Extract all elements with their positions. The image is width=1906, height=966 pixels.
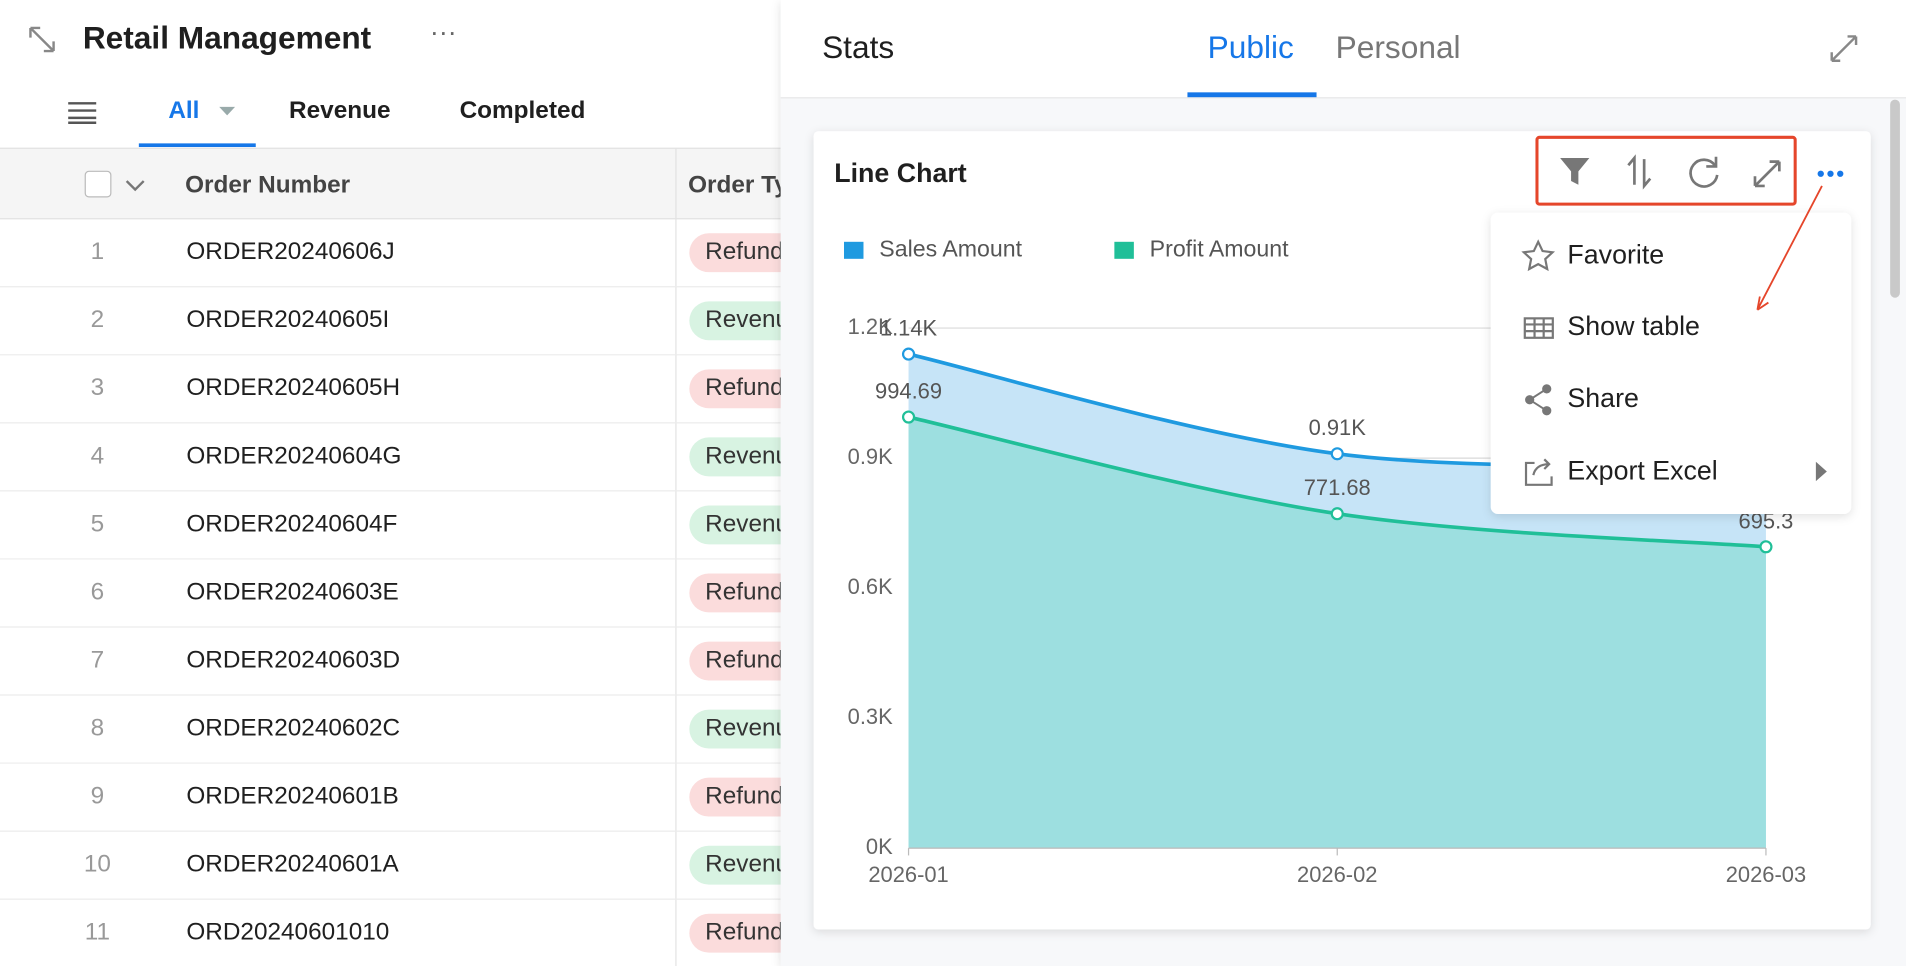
y-tick-label: 0.6K bbox=[848, 574, 893, 599]
more-icon[interactable]: ··· bbox=[430, 17, 457, 47]
menu-item[interactable]: Favorite bbox=[1567, 239, 1664, 269]
point bbox=[901, 347, 916, 361]
order-number: ORDER20240604G bbox=[186, 442, 401, 469]
submenu-arrow bbox=[1815, 461, 1827, 482]
legend-label: Profit Amount bbox=[1150, 235, 1289, 261]
app-title: Retail Management bbox=[83, 19, 372, 55]
order-type: Refund bbox=[705, 783, 783, 810]
data-label: 1.14K bbox=[880, 316, 938, 341]
menu-item[interactable]: Show table bbox=[1567, 311, 1700, 341]
row-number: 10 bbox=[84, 851, 111, 878]
y-tick-label: 0.9K bbox=[848, 444, 893, 469]
point bbox=[1330, 507, 1344, 521]
order-type: Refund bbox=[705, 646, 783, 673]
order-number: ORDER20240603E bbox=[186, 578, 398, 605]
select-menu[interactable] bbox=[125, 180, 145, 192]
row-number: 7 bbox=[91, 646, 105, 673]
fullscreen-icon[interactable] bbox=[1830, 35, 1858, 62]
panel-title: Stats bbox=[822, 29, 894, 65]
annotation-arrow bbox=[1756, 185, 1823, 311]
y-tick-label: 1.2K bbox=[848, 314, 893, 339]
row-number: 8 bbox=[91, 714, 105, 741]
point bbox=[901, 410, 916, 424]
order-number: ORD20240601010 bbox=[186, 919, 389, 946]
active-underline bbox=[138, 143, 256, 148]
table-icon bbox=[1523, 317, 1554, 339]
share-icon bbox=[1525, 384, 1552, 416]
legend-swatch bbox=[843, 241, 864, 259]
panel-tab[interactable]: Public bbox=[1208, 29, 1294, 65]
row-number: 9 bbox=[91, 783, 105, 810]
expand-icon[interactable] bbox=[1753, 160, 1781, 188]
collapse-icon[interactable] bbox=[29, 26, 55, 53]
data-label: 994.69 bbox=[875, 379, 942, 404]
highlight-box bbox=[1535, 135, 1797, 206]
y-tick-label: 0.3K bbox=[848, 704, 893, 729]
export-icon bbox=[1524, 458, 1553, 486]
data-label: 771.68 bbox=[1304, 475, 1371, 500]
row-number: 1 bbox=[91, 238, 105, 265]
row-number: 3 bbox=[91, 374, 105, 401]
scrollbar[interactable] bbox=[1890, 99, 1900, 298]
y-tick-label: 0K bbox=[866, 834, 893, 859]
order-number: ORDER20240605I bbox=[186, 306, 389, 333]
active-underline bbox=[1187, 92, 1317, 98]
menu-item[interactable]: Share bbox=[1567, 383, 1638, 413]
point bbox=[1759, 540, 1773, 554]
view-tab[interactable]: Completed bbox=[460, 97, 586, 124]
menu-item[interactable]: Export Excel bbox=[1567, 456, 1717, 486]
x-tick-label: 2026-02 bbox=[1297, 862, 1377, 887]
legend-swatch bbox=[1114, 241, 1134, 259]
point bbox=[1330, 447, 1344, 461]
filter-icon[interactable] bbox=[1560, 157, 1590, 185]
row-number: 11 bbox=[85, 919, 110, 946]
row-number: 5 bbox=[91, 510, 105, 537]
order-number: ORDER20240601B bbox=[186, 783, 398, 810]
data-label: 0.91K bbox=[1309, 415, 1367, 440]
star-icon bbox=[1521, 239, 1556, 272]
more-menu: Favorite Show table Share Export Excel bbox=[1490, 212, 1852, 514]
row-number: 4 bbox=[91, 442, 105, 469]
sort-icon[interactable] bbox=[1627, 154, 1652, 190]
order-number: ORDER20240602C bbox=[186, 714, 400, 741]
row-number: 6 bbox=[91, 578, 105, 605]
view-tab[interactable]: Revenue bbox=[289, 97, 390, 124]
select-all-checkbox[interactable] bbox=[84, 170, 112, 198]
order-number: ORDER20240604F bbox=[186, 510, 397, 537]
chart-title: Line Chart bbox=[834, 158, 967, 188]
dropdown-arrow[interactable] bbox=[219, 106, 236, 116]
order-number: ORDER20240603D bbox=[186, 646, 400, 673]
order-number: ORDER20240605H bbox=[186, 374, 400, 401]
order-type: Refund bbox=[705, 238, 783, 265]
view-tab[interactable]: All bbox=[168, 97, 199, 124]
refresh-icon[interactable] bbox=[1689, 156, 1719, 188]
more-button[interactable] bbox=[1817, 170, 1844, 177]
order-number: ORDER20240606J bbox=[186, 238, 394, 265]
panel-tab[interactable]: Personal bbox=[1336, 29, 1461, 65]
row-number: 2 bbox=[91, 306, 105, 333]
legend-label: Sales Amount bbox=[879, 235, 1022, 261]
x-tick-label: 2026-01 bbox=[868, 862, 948, 887]
area bbox=[908, 417, 1766, 849]
view-list-icon[interactable] bbox=[68, 102, 97, 124]
order-number: ORDER20240601A bbox=[186, 851, 399, 878]
order-type: Refund bbox=[705, 374, 783, 401]
x-tick-label: 2026-03 bbox=[1726, 862, 1806, 887]
table-header bbox=[0, 148, 781, 219]
order-type: Refund bbox=[705, 578, 783, 605]
column-header[interactable]: Order Number bbox=[185, 171, 351, 198]
table-view: Retail Management ··· All Revenue Comple… bbox=[0, 17, 816, 966]
stats-panel: Stats Public Personal Line Chart 0K 0.3K 0… bbox=[780, 0, 1906, 966]
order-type: Refund bbox=[705, 919, 783, 946]
